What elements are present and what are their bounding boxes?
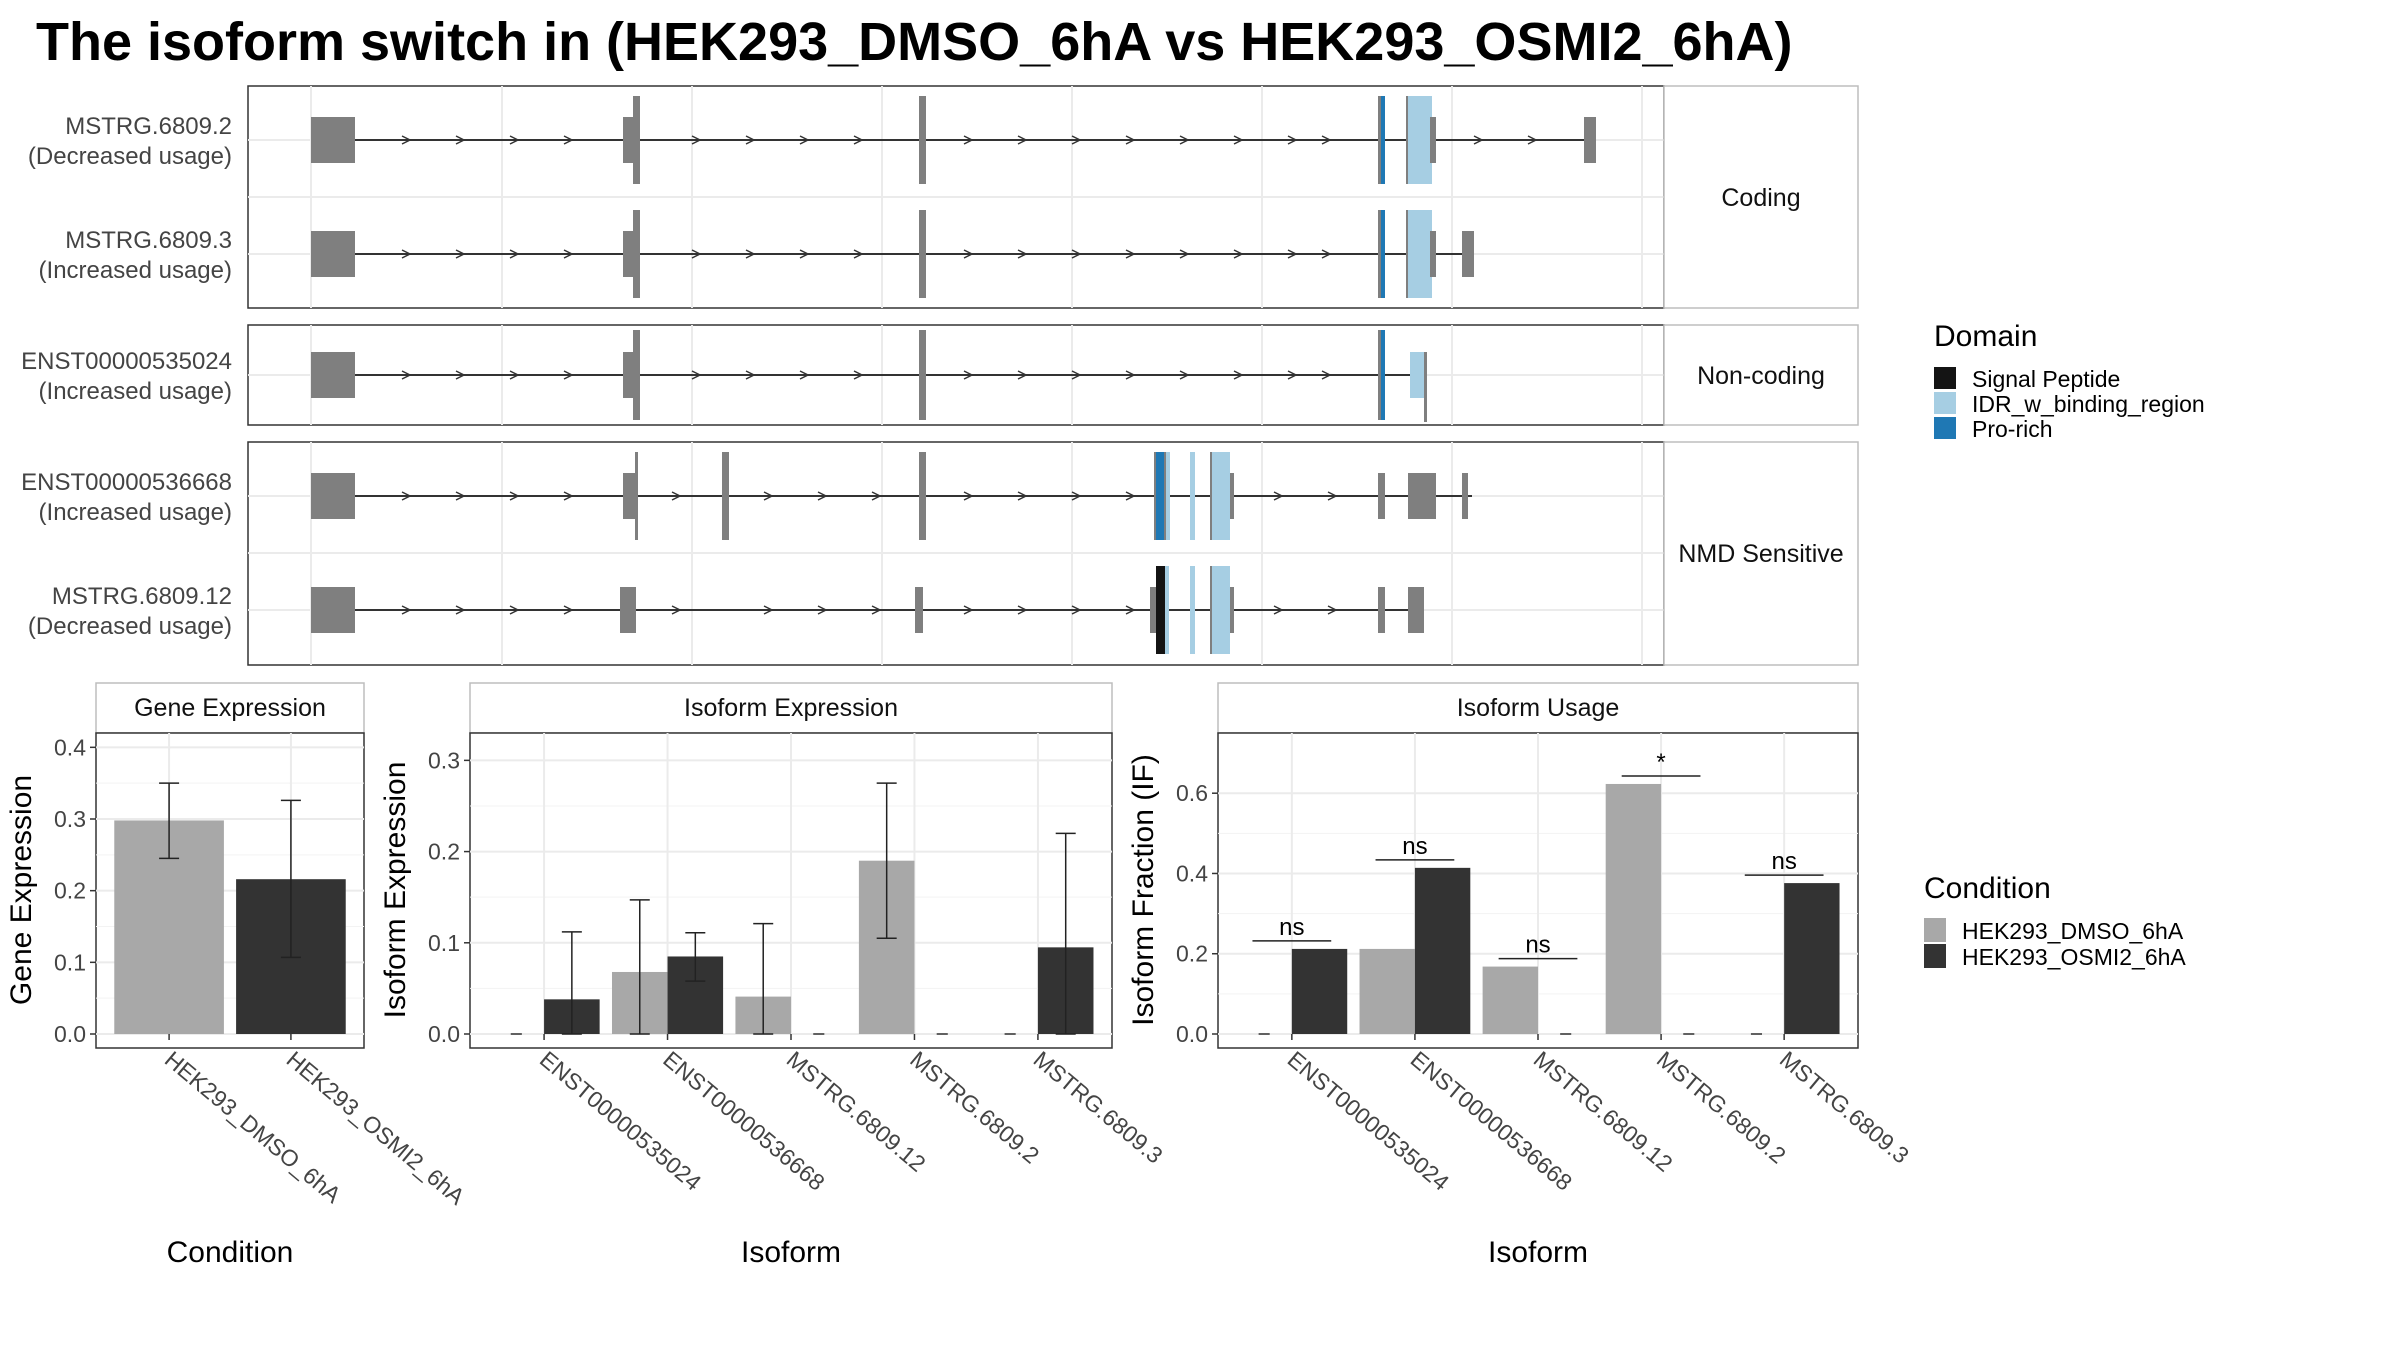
legend-label: Signal Peptide: [1972, 366, 2120, 392]
legend-swatch-signal-peptide: [1934, 367, 1956, 389]
x-axis-title: Isoform: [741, 1236, 841, 1269]
legend-swatch-idr: [1934, 392, 1956, 414]
y-tick-label: 0.0: [1176, 1021, 1208, 1047]
bar: [1414, 867, 1471, 1034]
legend-label: HEK293_DMSO_6hA: [1962, 918, 2184, 944]
transcript-model-mstrg-6809-12: [311, 566, 1424, 654]
legend-swatch-osmi2: [1924, 944, 1946, 968]
y-tick-label: 0.2: [428, 839, 460, 865]
condition-legend-title: Condition: [1924, 872, 2051, 905]
transcript-model-mstrg-6809-2: [311, 96, 1596, 184]
x-tick-label: MSTRG.6809.3: [1775, 1046, 1914, 1169]
significance-label: ns: [1402, 833, 1427, 860]
transcript-usage: (Increased usage): [39, 378, 232, 405]
bar: [1482, 966, 1538, 1034]
structure-panel-non-coding: Non-coding ENST00000535024 (Increased us…: [21, 324, 1859, 426]
transcript-model-mstrg-6809-3: [311, 210, 1474, 298]
panel-title: Gene Expression: [134, 694, 326, 722]
bar: [1291, 948, 1348, 1034]
significance-label: ns: [1525, 932, 1550, 959]
structure-panel-nmd-sensitive: NMD Sensitive ENST00000536668 (Increased…: [21, 441, 1859, 666]
y-tick-label: 0.6: [1176, 780, 1208, 806]
y-tick-label: 0.2: [54, 878, 86, 904]
y-tick-label: 0.3: [54, 806, 86, 832]
x-tick-label: MSTRG.6809.2: [905, 1046, 1044, 1169]
significance-label: ns: [1771, 848, 1796, 875]
y-tick-label: 0.0: [428, 1021, 460, 1047]
bar: [1605, 783, 1662, 1034]
y-axis-title: Isoform Expression: [379, 762, 412, 1019]
structure-strip-coding: Coding: [1721, 184, 1800, 212]
figure-title: The isoform switch in (HEK293_DMSO_6hA v…: [36, 12, 1793, 72]
transcript-id: MSTRG.6809.12: [52, 583, 232, 610]
isoform-expression-panel: Isoform Expression 0.00.10.20.3ENST00000…: [379, 682, 1168, 1269]
bar: [1359, 948, 1415, 1034]
transcript-id: ENST00000536668: [21, 469, 232, 496]
legend-label: Pro-rich: [1972, 416, 2053, 442]
structure-panel-coding: Coding MSTRG.6809.2 (Decreased usage) MS…: [28, 85, 1859, 309]
transcript-usage: (Decreased usage): [28, 143, 232, 170]
y-axis-title: Gene Expression: [5, 775, 38, 1005]
isoform-usage-panel: Isoform Usage 0.00.20.40.6nsnsns*nsENST0…: [1127, 682, 1914, 1269]
transcript-id: ENST00000535024: [21, 348, 232, 375]
y-tick-label: 0.4: [1176, 860, 1208, 886]
legend-label: IDR_w_binding_region: [1972, 391, 2205, 417]
legend-swatch-pro-rich: [1934, 417, 1956, 439]
significance-label: ns: [1279, 914, 1304, 941]
transcript-model-enst00000535024: [311, 330, 1427, 422]
transcript-usage: (Increased usage): [39, 499, 232, 526]
x-axis-title: Isoform: [1488, 1236, 1588, 1269]
y-tick-label: 0.3: [428, 747, 460, 773]
legend-swatch-dmso: [1924, 918, 1946, 942]
y-tick-label: 0.4: [54, 734, 86, 760]
panel-title: Isoform Usage: [1457, 694, 1620, 722]
domain-legend-title: Domain: [1934, 320, 2037, 353]
transcript-model-enst00000536668: [311, 452, 1472, 540]
y-tick-label: 0.1: [54, 949, 86, 975]
significance-label: *: [1656, 749, 1665, 776]
y-tick-label: 0.0: [54, 1021, 86, 1047]
transcript-usage: (Increased usage): [39, 257, 232, 284]
y-axis-title: Isoform Fraction (IF): [1127, 754, 1160, 1026]
legend-label: HEK293_OSMI2_6hA: [1962, 944, 2186, 970]
x-tick-label: MSTRG.6809.3: [1029, 1046, 1168, 1169]
transcript-id: MSTRG.6809.2: [65, 113, 232, 140]
domain-legend: Domain Signal Peptide IDR_w_binding_regi…: [1934, 320, 2205, 442]
structure-strip-non-coding: Non-coding: [1697, 362, 1825, 390]
y-tick-label: 0.2: [1176, 941, 1208, 967]
condition-legend: Condition HEK293_DMSO_6hA HEK293_OSMI2_6…: [1924, 872, 2186, 970]
transcript-id: MSTRG.6809.3: [65, 227, 232, 254]
y-tick-label: 0.1: [428, 930, 460, 956]
x-axis-title: Condition: [167, 1236, 294, 1269]
panel-title: Isoform Expression: [684, 694, 898, 722]
structure-strip-nmd: NMD Sensitive: [1678, 540, 1843, 568]
transcript-usage: (Decreased usage): [28, 613, 232, 640]
x-tick-label: MSTRG.6809.2: [1652, 1046, 1791, 1169]
bar: [1784, 883, 1840, 1034]
